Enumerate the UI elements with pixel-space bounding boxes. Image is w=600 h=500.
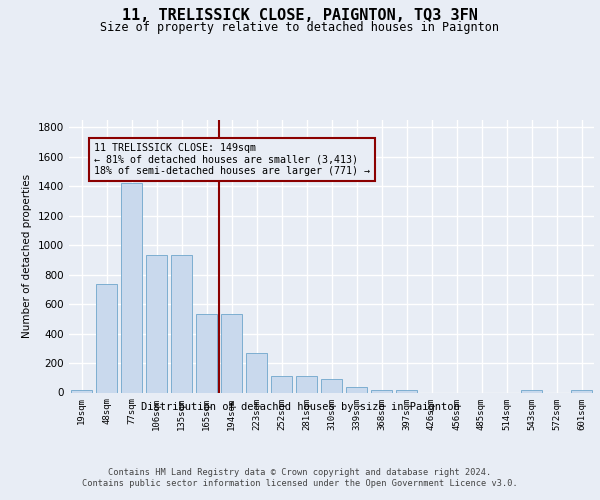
Text: Distribution of detached houses by size in Paignton: Distribution of detached houses by size …	[140, 402, 460, 412]
Bar	[146, 255, 167, 392]
Bar	[71, 390, 92, 392]
Text: Size of property relative to detached houses in Paignton: Size of property relative to detached ho…	[101, 21, 499, 34]
Text: 11, TRELISSICK CLOSE, PAIGNTON, TQ3 3FN: 11, TRELISSICK CLOSE, PAIGNTON, TQ3 3FN	[122, 8, 478, 22]
Bar	[221, 314, 242, 392]
Bar	[96, 284, 117, 393]
Bar	[271, 376, 292, 392]
Bar	[121, 182, 142, 392]
Bar	[196, 314, 217, 392]
Bar	[171, 255, 192, 392]
Bar	[346, 386, 367, 392]
Bar	[571, 390, 592, 392]
Bar	[371, 390, 392, 392]
Text: 11 TRELISSICK CLOSE: 149sqm
← 81% of detached houses are smaller (3,413)
18% of : 11 TRELISSICK CLOSE: 149sqm ← 81% of det…	[94, 143, 370, 176]
Bar	[296, 376, 317, 392]
Bar	[521, 390, 542, 392]
Text: Contains HM Land Registry data © Crown copyright and database right 2024.
Contai: Contains HM Land Registry data © Crown c…	[82, 468, 518, 487]
Y-axis label: Number of detached properties: Number of detached properties	[22, 174, 32, 338]
Bar	[396, 390, 417, 392]
Bar	[246, 354, 267, 393]
Bar	[321, 379, 342, 392]
